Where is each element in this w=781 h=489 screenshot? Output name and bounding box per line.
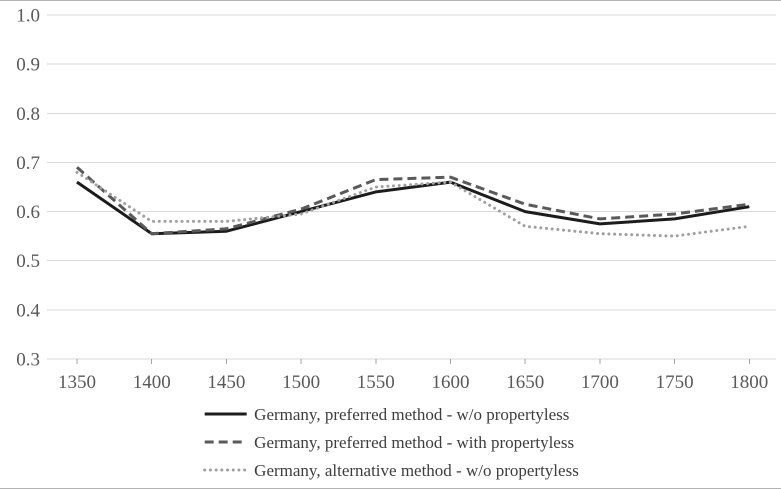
x-tick-label: 1650 — [506, 372, 544, 393]
y-tick-label: 0.3 — [16, 350, 40, 371]
x-tick-label: 1450 — [207, 372, 245, 393]
series-line-dashed — [76, 166, 750, 236]
y-tick-label: 1.0 — [16, 6, 40, 27]
y-tick-label: 0.7 — [16, 153, 40, 174]
x-tick-label: 1400 — [133, 372, 171, 393]
legend-item: Germany, preferred method - w/o property… — [202, 400, 569, 428]
legend-label: Germany, preferred method - with propert… — [254, 432, 575, 452]
x-tick-label: 1350 — [58, 372, 96, 393]
x-tick-label: 1800 — [730, 372, 768, 393]
y-tick-label: 0.9 — [16, 55, 40, 76]
y-tick-label: 0.4 — [16, 300, 40, 321]
legend-line-sample-dotted — [202, 468, 248, 472]
x-tick-label: 1600 — [432, 372, 470, 393]
x-tick-label: 1500 — [282, 372, 320, 393]
x-tick-label: 1550 — [357, 372, 395, 393]
legend-label: Germany, alternative method - w/o proper… — [254, 460, 579, 480]
chart-legend: Germany, preferred method - w/o property… — [202, 400, 579, 484]
legend-line-sample-solid — [204, 412, 247, 416]
legend-label: Germany, preferred method - w/o property… — [254, 404, 570, 424]
legend-item: Germany, preferred method - with propert… — [202, 428, 574, 456]
legend-line-sample-dashed — [204, 440, 247, 444]
legend-item: Germany, alternative method - w/o proper… — [202, 456, 579, 484]
x-tick-label: 1700 — [581, 372, 619, 393]
y-tick-label: 0.5 — [16, 251, 40, 272]
series-line-solid — [76, 180, 750, 236]
x-tick-label: 1750 — [656, 372, 694, 393]
y-tick-label: 0.6 — [16, 202, 40, 223]
y-tick-label: 0.8 — [16, 104, 40, 125]
line-chart: 0.3 0.4 0.5 0.6 0.7 0.8 0.9 1.0 1350 1400 1450 1500… — [16, 6, 776, 393]
series-line-dotted — [75, 170, 751, 238]
